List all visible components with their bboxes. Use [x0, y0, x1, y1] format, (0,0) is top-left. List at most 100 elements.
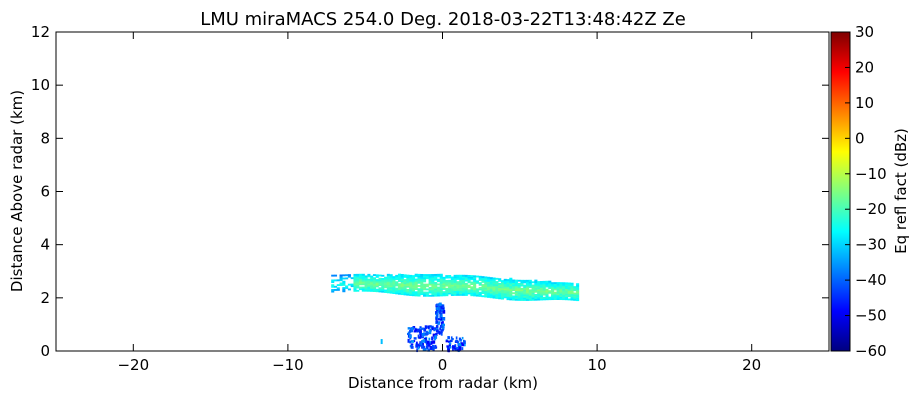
cloud-cell [361, 289, 365, 292]
cloud-cell [375, 288, 379, 291]
cloud-cell [453, 274, 457, 277]
cloud-cell [378, 282, 382, 285]
cloud-cell [512, 279, 516, 282]
cloud-cell [539, 287, 543, 290]
clutter-cell [410, 328, 413, 333]
cloud-cell [459, 274, 463, 277]
cloud-cell [361, 278, 365, 281]
plot-frame [55, 31, 830, 352]
cloud-cell [442, 287, 446, 290]
clutter-cell [422, 345, 425, 349]
cloud-cell [545, 280, 549, 283]
cloud-cell [495, 277, 499, 280]
cloud-cell [559, 283, 563, 286]
cloud-cell [333, 285, 338, 288]
clutter-cell [407, 331, 411, 334]
cloud-cell [417, 294, 421, 297]
cloud-cell [384, 279, 388, 282]
cloud-cell [487, 284, 491, 287]
cloud-cell [403, 290, 407, 293]
cloud-cell [345, 277, 349, 280]
cloud-cell [417, 291, 421, 294]
cloud-cell [361, 288, 365, 291]
cloud-cell [356, 278, 360, 281]
cloud-cell [397, 292, 402, 295]
cloud-cell [500, 296, 505, 298]
cloud-cell [473, 280, 477, 283]
cloud-cell [573, 295, 577, 298]
cloud-cell [445, 289, 449, 292]
cloud-cell [523, 286, 527, 289]
clutter-cell [438, 331, 441, 335]
cloud-cell [436, 294, 441, 297]
cloud-cell [439, 276, 443, 279]
x-tick-label: 0 [438, 356, 448, 374]
cloud-cell [395, 290, 399, 293]
cloud-cell [545, 298, 549, 301]
clutter-cell [448, 342, 452, 345]
cloud-cell [470, 289, 474, 292]
chart-title: LMU miraMACS 254.0 Deg. 2018-03-22T13:48… [200, 9, 686, 30]
clutter-layer [380, 302, 466, 353]
cloud-cell [420, 286, 424, 289]
cloud-cell [417, 293, 421, 295]
cloud-cell [562, 288, 566, 291]
cloud-cell [473, 292, 477, 295]
cloud-cell [428, 288, 432, 291]
cloud-cell [406, 276, 410, 279]
cloud-cell [489, 286, 493, 289]
clutter-cell [450, 336, 453, 339]
clutter-cell [423, 337, 427, 342]
cloud-cell [509, 285, 513, 288]
cloud-cell [534, 289, 538, 292]
cloud-cell [428, 277, 432, 280]
cloud-cell [459, 290, 463, 293]
cloud-cell [448, 276, 452, 279]
x-axis: −20 −10 0 10 20 [117, 32, 761, 374]
cloud-cell [470, 294, 474, 297]
cloud-cell [442, 294, 446, 297]
cloud-cell [473, 281, 477, 284]
cloud-cell [548, 280, 552, 283]
cloud-cell [498, 290, 502, 293]
cloud-cell [459, 284, 463, 287]
cloud-cell [431, 275, 435, 278]
cloud-cell [528, 290, 532, 293]
cloud-cell [576, 291, 580, 294]
cloud-cell [459, 279, 463, 282]
cloud-cell [548, 283, 552, 286]
cloud-cell [397, 276, 402, 279]
cloud-cell [406, 290, 410, 293]
clutter-cell [419, 333, 422, 338]
cloud-cell [573, 287, 577, 290]
cloud-cell [439, 275, 443, 278]
cloud-cell [487, 291, 491, 294]
cloud-cell [545, 295, 549, 298]
cloud-cell [336, 284, 340, 287]
cloud-cell [456, 290, 460, 293]
cloud-cell [370, 281, 374, 284]
clutter-cell [441, 326, 445, 331]
clutter-cell [452, 347, 454, 351]
cloud-cell [509, 296, 513, 299]
cloud-cell [473, 275, 477, 278]
cloud-cell [461, 279, 466, 282]
cloud-cell [456, 274, 460, 277]
clutter-cell [439, 304, 443, 309]
cloud-cell [406, 292, 410, 295]
cloud-cell [409, 282, 413, 285]
clutter-cell [436, 324, 439, 328]
cloud-cell [545, 291, 549, 294]
cloud-cell [481, 284, 485, 287]
cloud-cell [470, 286, 474, 289]
clutter-cell [427, 348, 430, 352]
cloud-cell [523, 287, 527, 290]
cloud-cell [450, 286, 454, 288]
cloud-cell [420, 285, 424, 288]
cloud-cell [562, 296, 566, 299]
cloud-cell [448, 275, 452, 277]
clutter-cell [423, 332, 426, 337]
cloud-cell [364, 283, 368, 286]
cloud-cell [448, 286, 452, 289]
cloud-cell [461, 287, 466, 290]
